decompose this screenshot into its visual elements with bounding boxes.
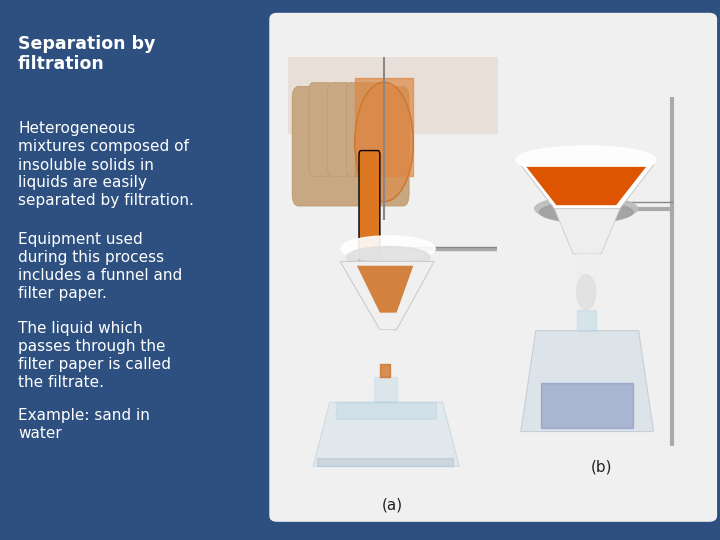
FancyBboxPatch shape [365,82,388,176]
Circle shape [577,275,595,309]
FancyBboxPatch shape [292,86,409,206]
Ellipse shape [535,197,638,221]
Circle shape [355,82,413,202]
FancyBboxPatch shape [328,82,351,176]
Polygon shape [357,266,413,313]
Polygon shape [521,330,654,431]
Polygon shape [340,261,434,330]
Text: The liquid which
passes through the
filter paper is called
the filtrate.: The liquid which passes through the filt… [18,321,171,390]
Text: Heterogeneous
mixtures composed of
insoluble solids in
liquids are easily
separa: Heterogeneous mixtures composed of insol… [18,122,194,208]
Ellipse shape [539,201,633,222]
Text: Equipment used
during this process
includes a funnel and
filter paper.: Equipment used during this process inclu… [18,232,182,301]
Ellipse shape [346,247,430,268]
Text: Example: sand in
water: Example: sand in water [18,408,150,441]
FancyBboxPatch shape [309,82,332,176]
Text: (a): (a) [382,497,403,512]
Polygon shape [517,160,657,208]
Ellipse shape [341,236,435,261]
FancyBboxPatch shape [359,151,380,266]
Text: Separation by
filtration: Separation by filtration [18,35,156,73]
Polygon shape [526,167,646,205]
Ellipse shape [516,146,657,174]
FancyBboxPatch shape [270,14,716,521]
FancyBboxPatch shape [346,82,369,176]
Polygon shape [554,208,620,254]
Text: (b): (b) [590,460,612,475]
Polygon shape [313,402,459,466]
